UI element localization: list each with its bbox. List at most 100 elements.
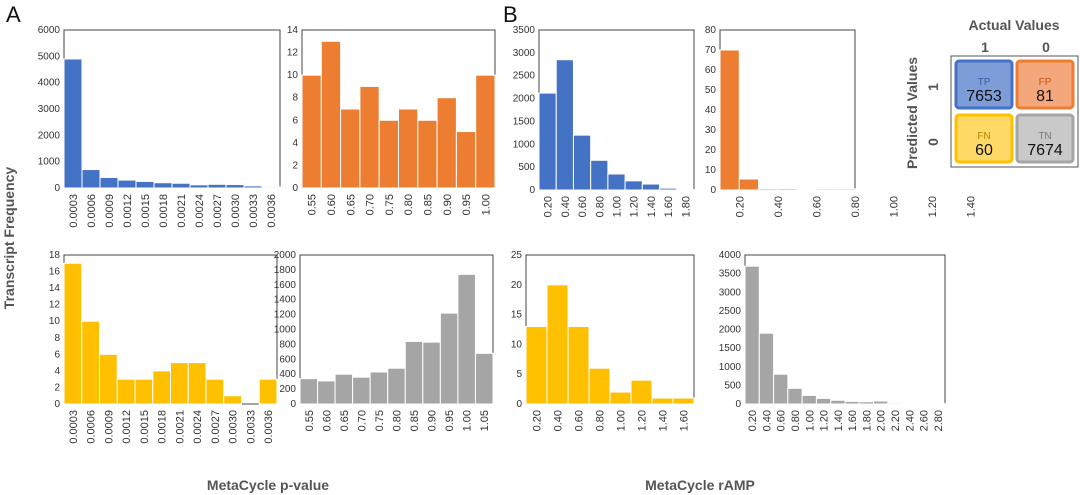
chart-b-bottom-right: 0 500 1000 1500 2000 2500 3000 3500 4000 0.20 0.40… (719, 250, 946, 431)
x-tick-label: 0.0036 (263, 410, 275, 444)
y-tick-label: 20 (705, 145, 717, 156)
x-tick-label: 0.0033 (245, 410, 257, 444)
x-tick-label: 0.0003 (68, 410, 80, 444)
bar (170, 362, 189, 405)
y-tick-label: 0 (710, 185, 716, 196)
x-tick-label: 0.40 (560, 196, 572, 217)
x-tick-label: 0.55 (307, 194, 319, 215)
bar (538, 92, 557, 191)
fn-value: 60 (975, 142, 993, 159)
y-tick-label: 10 (49, 316, 61, 327)
fn-code: FN (977, 131, 990, 142)
x-tick-label: 0.85 (409, 410, 421, 431)
y-tick-label: 1200 (274, 310, 297, 321)
y-tick-label: 15 (511, 310, 523, 321)
y-tick-label: 2000 (513, 94, 536, 105)
bar (116, 378, 136, 405)
bar (207, 183, 227, 189)
bar (758, 188, 779, 191)
panel-label-a: A (6, 2, 21, 27)
y-tick-label: 10 (287, 70, 299, 81)
y-tick-label: 80 (705, 25, 717, 36)
x-tick-label: 0.40 (761, 410, 773, 431)
y-tick-label: 1000 (274, 325, 297, 336)
x-tick-label: 0.0027 (210, 410, 222, 444)
x-tick-label: 1.40 (833, 410, 845, 431)
tp-cell (954, 59, 1014, 110)
y-tick-label: 14 (287, 25, 299, 36)
bar (359, 85, 380, 189)
fp-code: FP (1039, 77, 1052, 88)
y-tick-label: 3000 (719, 287, 742, 298)
bar (223, 395, 242, 405)
plot-frame (63, 29, 281, 189)
y-tick-label: 6000 (38, 25, 61, 36)
x-tick-label: 2.60 (919, 410, 931, 431)
fp-cell (1015, 59, 1075, 110)
y-tick-label: 2 (54, 382, 60, 393)
x-tick-label: 1.40 (646, 196, 658, 217)
y-tick-label: 0 (516, 399, 522, 410)
bar (404, 340, 424, 405)
y-tick-label: 2000 (38, 130, 61, 141)
y-tick-label: 0 (290, 399, 296, 410)
x-tick-label: 1.00 (804, 410, 816, 431)
bar (171, 182, 191, 189)
predicted-row-label-0: 0 (925, 138, 941, 146)
bar (555, 59, 574, 191)
x-tick-label: 0.95 (444, 410, 456, 431)
y-tick-label: 5000 (38, 51, 61, 62)
x-tick-label: 1.00 (889, 196, 901, 217)
y-tick-label: 1500 (513, 116, 536, 127)
bar (858, 401, 875, 405)
x-tick-label: 0.0021 (176, 194, 188, 228)
bar (844, 400, 860, 405)
y-tick-label: 0 (54, 183, 60, 194)
chart-b-top-left: 0 500 1000 1500 2000 2500 3000 3500 0.20 0.40 0.60… (513, 25, 695, 217)
bar (474, 352, 494, 405)
bar (81, 169, 101, 189)
bar (815, 188, 837, 191)
bar (590, 159, 609, 191)
y-tick-label: 4 (54, 366, 60, 377)
bar (773, 373, 789, 405)
x-tick-label: 0.0012 (121, 410, 133, 444)
x-tick-label: 0.80 (392, 410, 404, 431)
bar (830, 399, 846, 405)
bar (572, 134, 592, 191)
x-tick-label: 0.0033 (248, 194, 260, 228)
x-tick-label: 0.0015 (140, 194, 152, 228)
x-tick-label: 0.0018 (158, 194, 170, 228)
bar (398, 108, 419, 189)
x-tick-label: 0.40 (553, 410, 565, 431)
fp-value: 81 (1036, 88, 1054, 105)
x-tick-label: 1.00 (616, 410, 628, 431)
bar (787, 387, 803, 405)
y-tick-label: 40 (705, 105, 717, 116)
x-tick-label: 0.70 (365, 194, 377, 215)
x-tick-label: 0.60 (811, 196, 823, 217)
bar (117, 179, 137, 189)
tn-code: TN (1038, 131, 1051, 142)
x-tick-label: 1.40 (966, 196, 978, 217)
fn-cell (954, 113, 1014, 164)
x-tick-label: 0.75 (384, 194, 396, 215)
bar (417, 119, 438, 189)
predicted-values-label: Predicted Values (904, 57, 920, 169)
y-tick-label: 1600 (274, 280, 297, 291)
y-tick-label: 3000 (38, 104, 61, 115)
bar (457, 273, 476, 405)
bar (525, 326, 548, 405)
y-tick-label: 200 (279, 384, 296, 395)
bar (801, 394, 817, 405)
y-tick-label: 50 (705, 85, 717, 96)
x-axis-label-left: MetaCycle p-value (207, 477, 329, 493)
x-tick-label: 1.40 (658, 410, 670, 431)
bar (901, 402, 917, 405)
y-tick-label: 8 (54, 333, 60, 344)
bar (134, 378, 154, 405)
bar (340, 108, 361, 189)
bar (352, 376, 371, 405)
y-tick-label: 8 (292, 93, 298, 104)
